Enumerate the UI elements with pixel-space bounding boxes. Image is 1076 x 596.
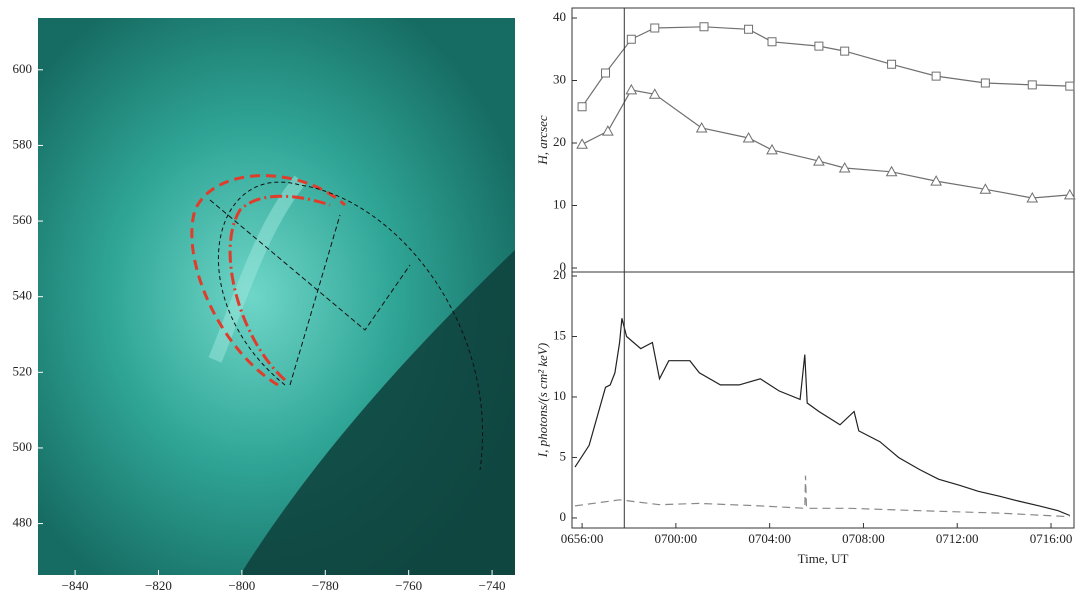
triangle-marker: [695, 121, 708, 133]
y-tick-label: 0: [560, 259, 567, 274]
triangle-marker: [602, 125, 614, 136]
x-tick-label: −760: [395, 578, 422, 591]
triangle-marker: [648, 88, 661, 99]
solar-image: [38, 18, 515, 575]
y-tick-label: 520: [13, 363, 33, 378]
x-tick-label: 0704:00: [748, 531, 791, 546]
square-marker: [980, 78, 990, 88]
square-marker: [887, 59, 897, 69]
triangle-marker: [1063, 188, 1076, 200]
square-marker: [840, 46, 850, 56]
y-axis-label: I, photons/(s cm² keV): [535, 343, 550, 458]
square-marker: [767, 37, 777, 47]
y-tick-label: 40: [553, 9, 566, 24]
triangle-marker: [576, 138, 588, 149]
triangle-marker: [742, 131, 755, 143]
series-line: [574, 475, 1070, 518]
square-marker: [814, 41, 824, 51]
x-tick-label: 0656:00: [561, 531, 604, 546]
triangle-marker: [979, 183, 992, 194]
x-tick-label: 0716:00: [1030, 531, 1073, 546]
plot-frame: [571, 271, 1075, 529]
y-tick-label: 540: [13, 288, 33, 303]
square-marker: [744, 24, 754, 34]
y-tick-label: 560: [13, 212, 33, 227]
x-tick-label: −800: [228, 578, 255, 591]
y-tick-label: 20: [553, 134, 566, 149]
triangle-marker: [766, 143, 778, 155]
square-marker: [931, 71, 941, 81]
y-tick-label: 0: [560, 509, 567, 524]
y-tick-label: 10: [553, 388, 566, 403]
y-tick-label: 30: [553, 71, 566, 86]
square-marker: [699, 22, 709, 32]
y-tick-label: 580: [13, 136, 33, 151]
triangle-marker: [885, 165, 898, 177]
x-tick-label: −820: [145, 578, 172, 591]
x-tick-label: 0712:00: [936, 531, 979, 546]
triangle-marker: [930, 175, 942, 186]
x-tick-label: −840: [62, 578, 89, 591]
triangle-marker: [813, 155, 825, 166]
square-marker: [626, 34, 636, 44]
y-tick-label: 600: [13, 61, 33, 76]
y-tick-label: 5: [560, 448, 567, 463]
y-tick-label: 480: [13, 515, 33, 530]
square-marker: [601, 68, 611, 78]
y-tick-label: 10: [553, 196, 566, 211]
triangle-marker: [1026, 191, 1039, 203]
square-marker: [1065, 81, 1075, 91]
x-tick-label: 0700:00: [655, 531, 698, 546]
y-tick-label: 500: [13, 439, 33, 454]
square-marker: [577, 102, 587, 112]
series-line: [581, 89, 1070, 199]
x-tick-label: −780: [312, 578, 339, 591]
x-tick-label: 0708:00: [842, 531, 885, 546]
y-axis-label: H, arcsec: [535, 115, 550, 166]
square-marker: [650, 23, 660, 33]
triangle-marker: [625, 83, 638, 95]
y-tick-label: 15: [553, 327, 566, 342]
y-tick-label: 20: [553, 267, 566, 282]
x-axis-label: Time, UT: [798, 551, 849, 566]
triangle-marker: [838, 161, 851, 173]
x-tick-label: −740: [479, 578, 506, 591]
series-line: [574, 318, 1071, 517]
square-marker: [1027, 80, 1037, 90]
